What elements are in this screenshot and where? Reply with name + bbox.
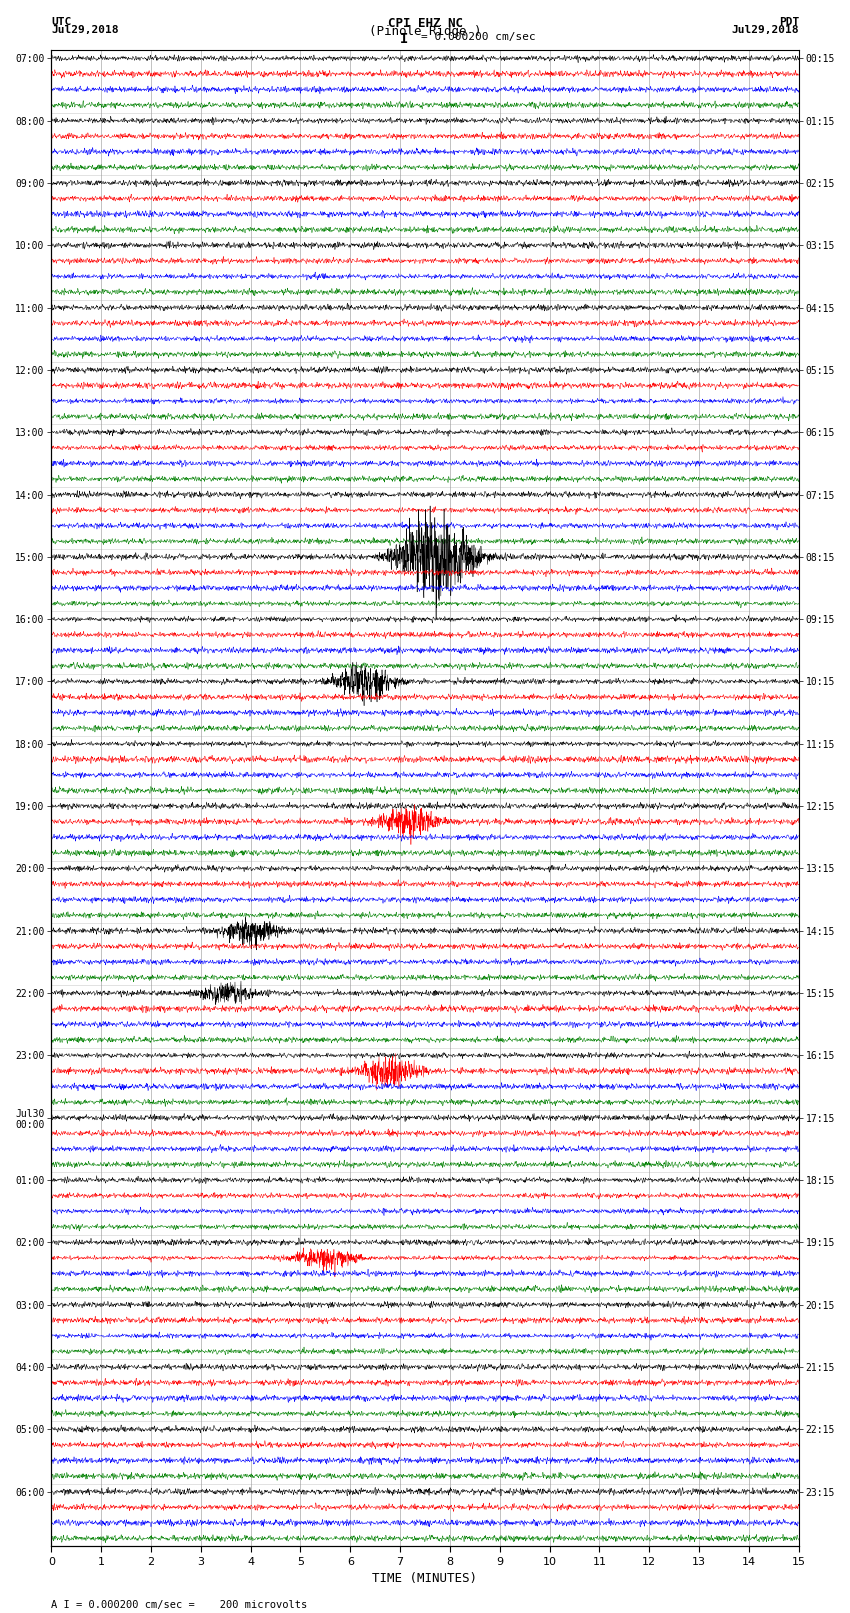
Text: = 0.000200 cm/sec: = 0.000200 cm/sec: [421, 32, 536, 42]
Text: Jul29,2018: Jul29,2018: [732, 24, 799, 35]
Text: A I = 0.000200 cm/sec =    200 microvolts: A I = 0.000200 cm/sec = 200 microvolts: [51, 1600, 307, 1610]
Text: PDT: PDT: [779, 18, 799, 27]
X-axis label: TIME (MINUTES): TIME (MINUTES): [372, 1573, 478, 1586]
Text: Jul29,2018: Jul29,2018: [51, 24, 118, 35]
Text: I: I: [400, 32, 408, 47]
Text: (Pinole Ridge ): (Pinole Ridge ): [369, 24, 481, 39]
Text: CPI EHZ NC: CPI EHZ NC: [388, 18, 462, 31]
Text: UTC: UTC: [51, 18, 71, 27]
